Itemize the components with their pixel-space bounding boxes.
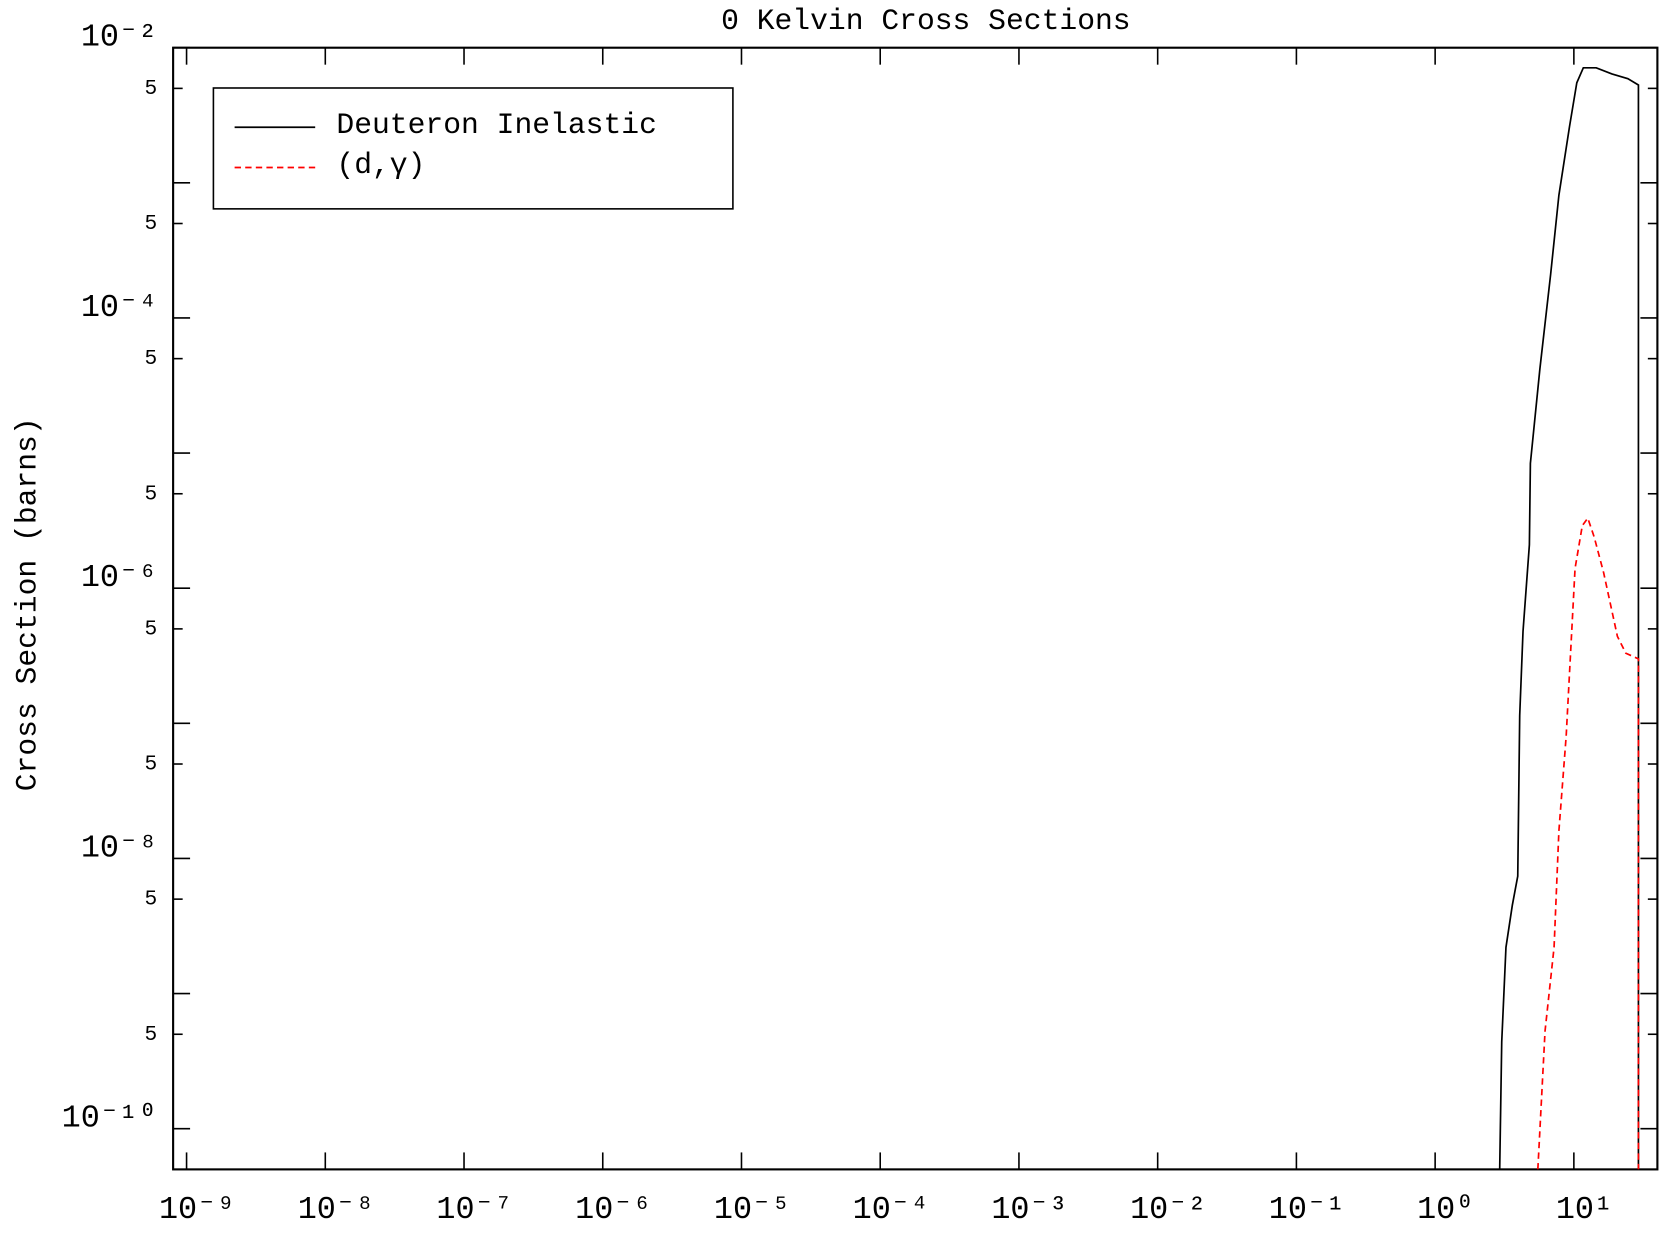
y-tick-label: 5 bbox=[145, 617, 158, 641]
x-tick-label: 10⁻² bbox=[1130, 1192, 1206, 1228]
y-tick-label: 5 bbox=[145, 888, 158, 912]
chart-title: 0 Kelvin Cross Sections bbox=[721, 4, 1131, 38]
x-tick-label: 10⁻⁸ bbox=[298, 1192, 374, 1228]
y-tick-label: 10⁻⁶ bbox=[81, 560, 157, 596]
legend-box bbox=[212, 87, 734, 210]
y-tick-label: 5 bbox=[145, 212, 158, 236]
y-tick-label: 10⁻⁸ bbox=[81, 830, 157, 866]
x-tick-label: 10⁻⁴ bbox=[853, 1192, 929, 1228]
x-tick-label: 10⁻⁷ bbox=[436, 1192, 512, 1228]
legend-label: Deuteron Inelastic bbox=[336, 108, 657, 142]
y-tick-label: 5 bbox=[145, 347, 158, 371]
x-tick-label: 10⁻⁹ bbox=[159, 1192, 235, 1228]
y-axis-label: Cross Section (barns) bbox=[11, 417, 45, 791]
x-tick-label: 10⁻⁶ bbox=[575, 1192, 651, 1228]
x-tick-label: 10¹ bbox=[1556, 1192, 1613, 1228]
legend-label: (d,γ) bbox=[336, 148, 425, 182]
plot-frame bbox=[172, 46, 1659, 1171]
x-tick-label: 10⁻⁵ bbox=[714, 1192, 790, 1228]
y-tick-label: 5 bbox=[145, 753, 158, 777]
y-tick-label: 10⁻⁴ bbox=[81, 290, 157, 326]
x-tick-label: 10⁻¹ bbox=[1269, 1192, 1345, 1228]
y-tick-label: 5 bbox=[145, 1023, 158, 1047]
x-tick-label: 10⁻³ bbox=[991, 1192, 1067, 1228]
series-line bbox=[1536, 516, 1640, 1170]
y-tick-label: 10⁻² bbox=[81, 20, 157, 56]
y-tick-label: 5 bbox=[145, 482, 158, 506]
y-tick-label: 5 bbox=[145, 77, 158, 101]
y-tick-label: 10⁻¹⁰ bbox=[62, 1101, 158, 1137]
series-line bbox=[1498, 66, 1640, 1170]
x-tick-label: 10⁰ bbox=[1417, 1192, 1474, 1228]
